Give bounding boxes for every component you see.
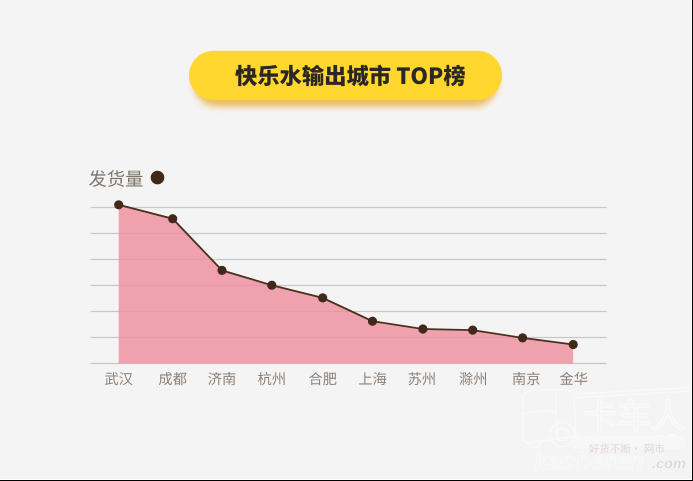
svg-text:.com: .com bbox=[652, 457, 686, 473]
svg-text:kacheren: kacheren bbox=[534, 448, 644, 476]
